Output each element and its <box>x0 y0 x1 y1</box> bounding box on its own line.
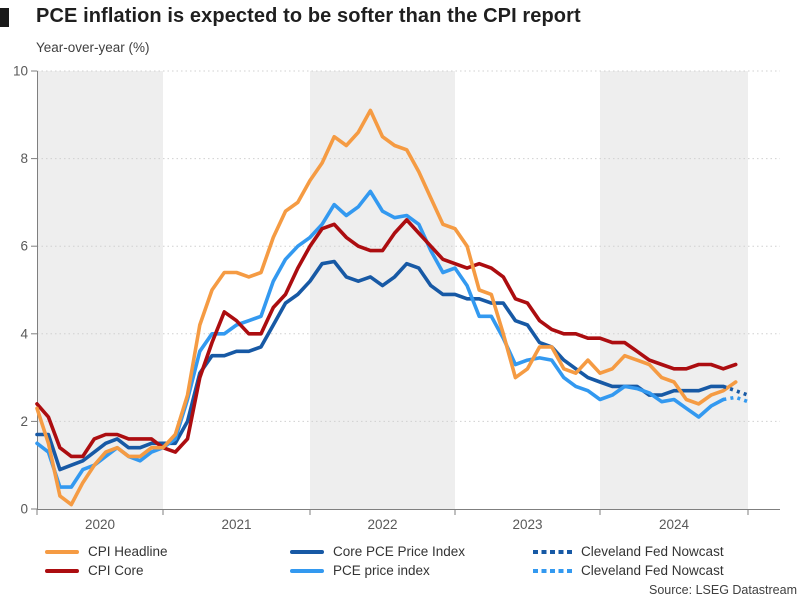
x-tick-label: 2021 <box>221 517 251 532</box>
source-credit: Source: LSEG Datastream <box>649 583 797 597</box>
legend-label: CPI Headline <box>88 544 168 559</box>
series-line-pce-price-index <box>35 189 726 489</box>
y-tick-label: 4 <box>20 326 28 341</box>
chart-title: PCE inflation is expected to be softer t… <box>36 5 581 27</box>
year-band <box>600 71 748 509</box>
legend-line-swatch <box>45 550 79 554</box>
chart-subtitle: Year-over-year (%) <box>36 40 150 55</box>
legend-label: Cleveland Fed Nowcast <box>581 544 724 559</box>
legend-label: Cleveland Fed Nowcast <box>581 563 724 578</box>
year-band <box>37 71 163 509</box>
x-tick-label: 2020 <box>85 517 115 532</box>
legend-line-swatch <box>290 569 324 573</box>
x-tick-label: 2023 <box>512 517 542 532</box>
legend-item: CPI Core <box>45 562 144 580</box>
legend-dotted-line-swatch <box>533 569 572 573</box>
legend-item: Core PCE Price Index <box>290 543 465 561</box>
y-tick-label: 0 <box>20 502 28 517</box>
y-tick-label: 8 <box>20 151 28 166</box>
legend-dotted-line-swatch <box>533 550 572 554</box>
series-line-core-pce-price-index <box>35 259 726 472</box>
y-tick-label: 6 <box>20 239 28 254</box>
legend-line-swatch <box>45 569 79 573</box>
series-line-cpi-core <box>35 218 738 459</box>
legend-label: CPI Core <box>88 563 144 578</box>
legend-item: Cleveland Fed Nowcast <box>533 562 724 580</box>
y-tick-label: 10 <box>13 64 28 79</box>
legend-line-swatch <box>290 550 324 554</box>
title-accent-bar <box>0 8 9 27</box>
legend-item: PCE price index <box>290 562 430 580</box>
legend-label: Core PCE Price Index <box>333 544 466 559</box>
x-tick-label: 2024 <box>659 517 690 532</box>
legend-item: Cleveland Fed Nowcast <box>533 543 724 561</box>
y-tick-label: 2 <box>20 414 28 429</box>
series-line-cpi-headline <box>35 108 738 507</box>
series-line-cleveland-fed-nowcast <box>722 384 749 397</box>
x-tick-label: 2022 <box>367 517 397 532</box>
legend-label: PCE price index <box>333 563 430 578</box>
year-band <box>310 71 455 509</box>
legend-item: CPI Headline <box>45 543 168 561</box>
